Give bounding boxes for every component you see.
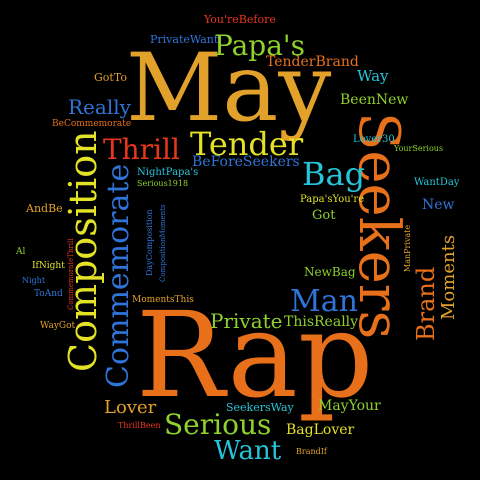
word-lover: Lover: [104, 397, 157, 418]
word-lover30: Lover30: [353, 134, 395, 145]
word-thrill: Thrill: [103, 133, 180, 166]
word-ifnight: IfNight: [32, 261, 65, 271]
word-may: May: [126, 34, 332, 143]
word-beforeseekers: BeForeSeekers: [192, 154, 300, 170]
word-daycomposition: DayComposition: [145, 209, 154, 276]
word-way: Way: [357, 67, 389, 85]
word-beennew: BeenNew: [340, 92, 409, 108]
word-brandif: BrandIf: [296, 447, 327, 456]
word-yourserious: YourSerious: [394, 144, 444, 153]
word-commemorate: Commemorate: [101, 163, 136, 388]
word-gotto: GotTo: [94, 71, 127, 84]
word-new: New: [422, 197, 455, 213]
word-privatewant: PrivateWant: [150, 33, 219, 46]
word-moments: Moments: [438, 234, 459, 320]
word-newbag: NewBag: [304, 265, 356, 279]
word-becommemorate: BeCommemorate: [52, 119, 132, 129]
word-yourebefore: You'reBefore: [204, 13, 276, 26]
word-papasyoure: Papa'sYou're: [300, 194, 365, 205]
word-papas: Papa's: [214, 29, 305, 62]
word-toand: ToAnd: [34, 289, 63, 299]
word-nightpapas: NightPapa's: [137, 167, 199, 178]
word-night: Night: [22, 276, 46, 285]
word-thisreally: ThisReally: [284, 314, 359, 330]
word-commemoratethrill: CommemorateThrill: [67, 238, 75, 310]
word-andbe: AndBe: [26, 202, 63, 215]
word-manprivate: ManPrivate: [403, 224, 412, 272]
word-want: Want: [214, 436, 282, 466]
word-got: Got: [312, 208, 336, 223]
word-rap: Rap: [136, 286, 374, 424]
word-tenderbrand: TenderBrand: [266, 54, 359, 70]
word-really: Really: [68, 95, 131, 119]
word-momentsthis: MomentsThis: [132, 295, 194, 305]
word-seekersway: SeekersWay: [226, 401, 294, 414]
word-waygot: WayGot: [40, 321, 76, 331]
word-baglover: BagLover: [286, 422, 355, 438]
word-bag: Bag: [302, 155, 366, 193]
word-compositionmoments: CompositionMoments: [159, 204, 167, 282]
word-private: Private: [210, 309, 283, 333]
word-thrillbeen: ThrillBeen: [118, 421, 161, 430]
word-serious: Serious: [164, 408, 272, 441]
word-man: Man: [290, 284, 358, 319]
word-brand: Brand: [412, 266, 440, 341]
word-mayyour: MayYour: [318, 398, 381, 414]
word-al: Al: [16, 247, 26, 257]
word-tender: Tender: [190, 125, 304, 163]
word-serious1918: Serious1918: [137, 179, 189, 188]
word-wantday: WantDay: [414, 177, 460, 188]
